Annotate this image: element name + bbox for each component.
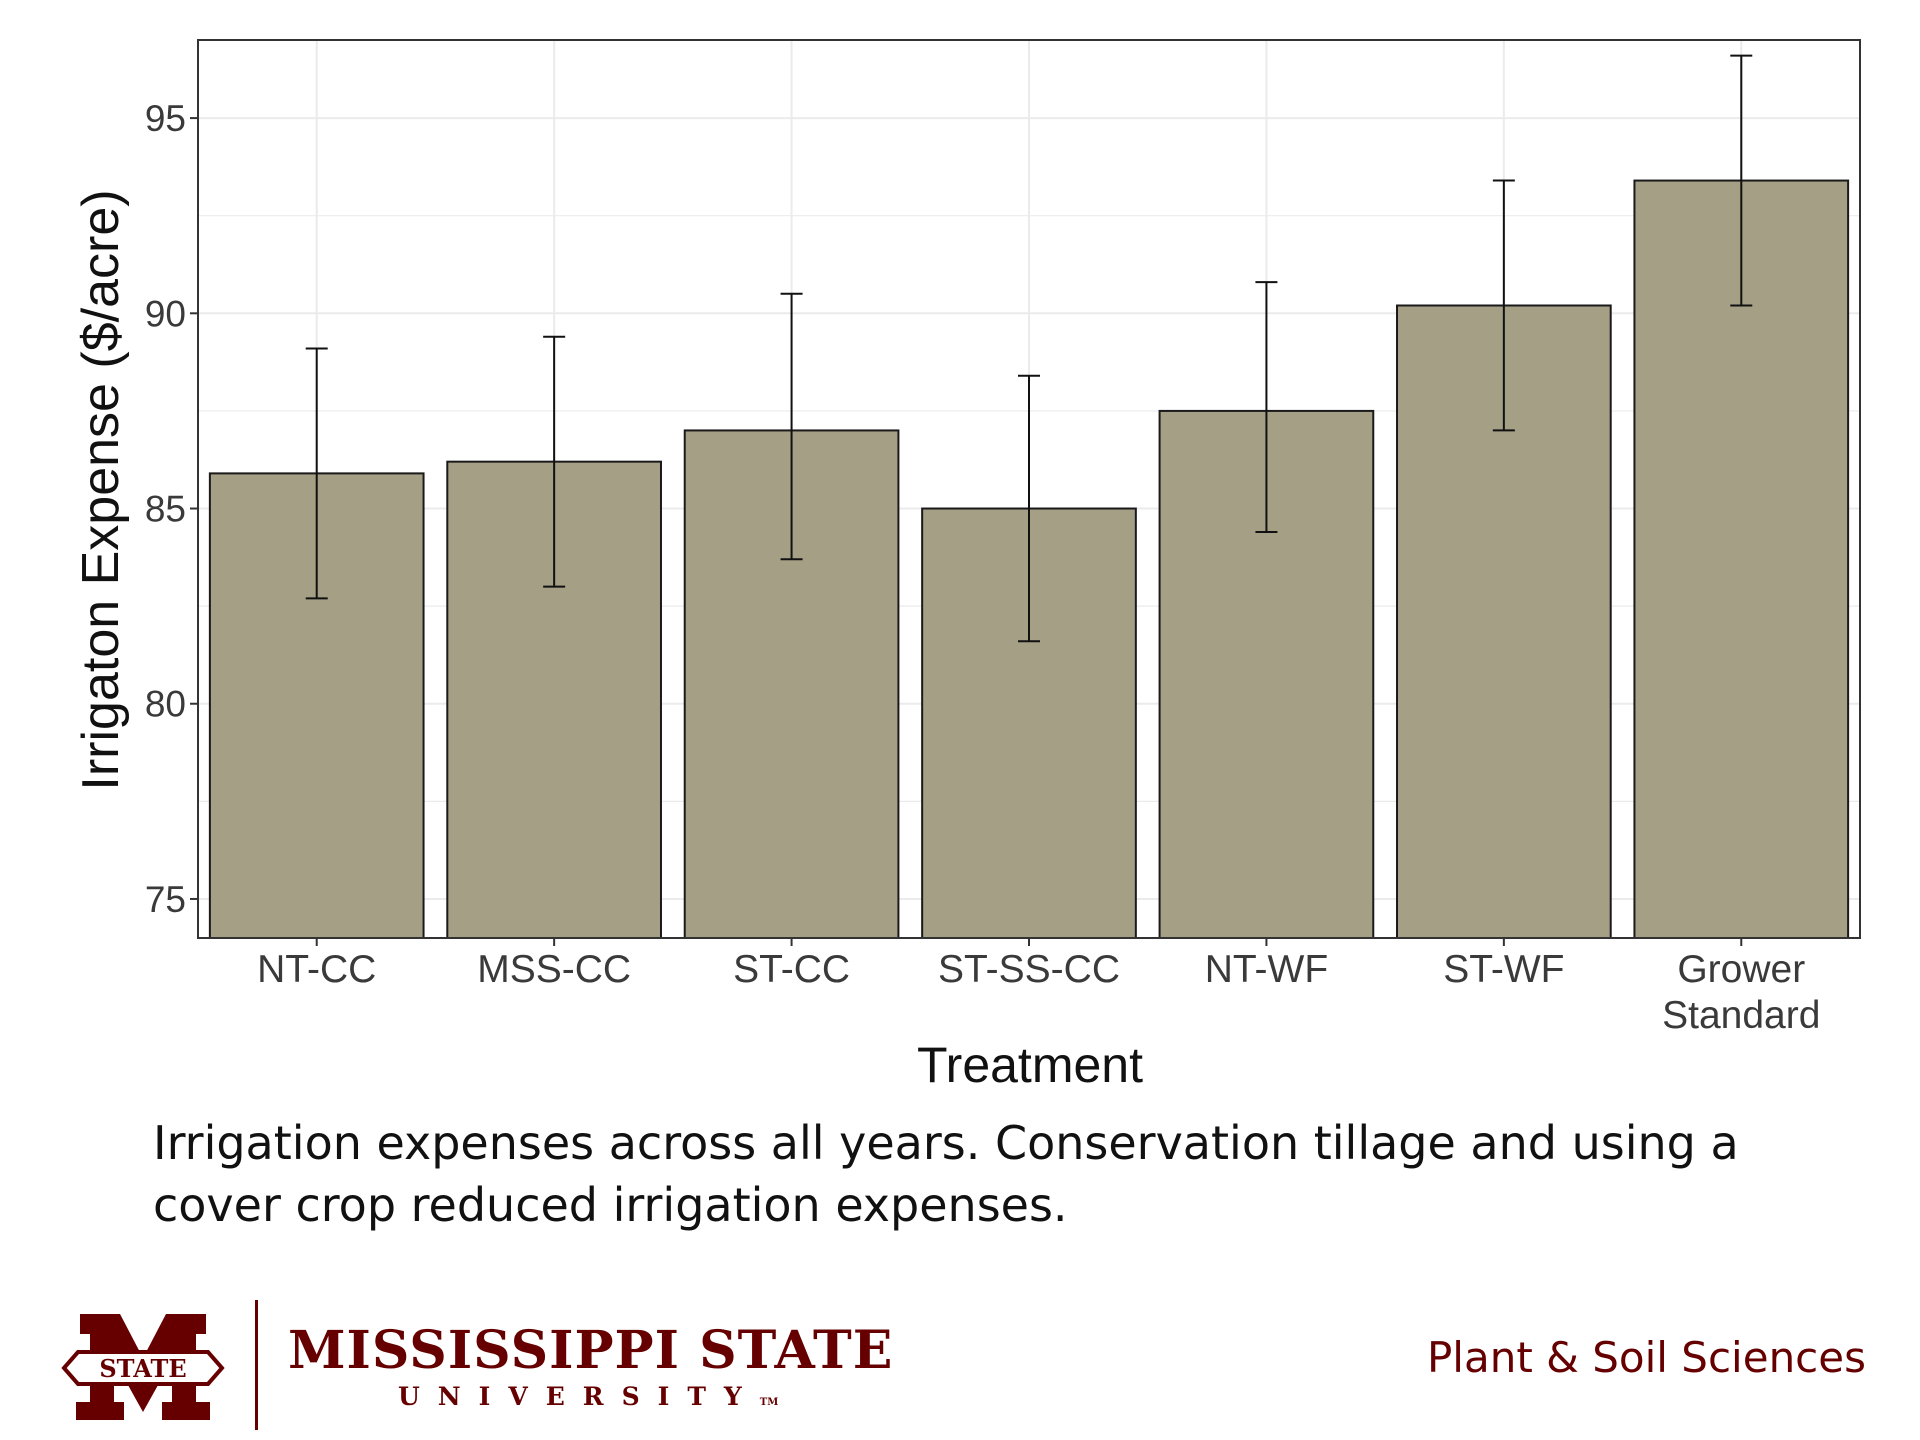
department-name: Plant & Soil Sciences [1426, 1333, 1866, 1382]
university-logo: STATE MISSISSIPPI STATE UNIVERSITYTM [58, 1300, 892, 1436]
y-tick-label: 80 [145, 684, 186, 725]
x-tick-label: NT-CC [257, 948, 376, 991]
y-tick-label: 85 [145, 489, 186, 530]
x-axis-title: Treatment [917, 1037, 1143, 1093]
error-bars [305, 54, 1753, 643]
bar [1633, 179, 1850, 939]
y-axis-ticks: 75 80 85 90 95 [145, 98, 198, 920]
x-tick-label: Standard [1662, 994, 1820, 1037]
x-tick-label: NT-WF [1205, 948, 1328, 991]
bar-chart: 75 80 85 90 95 NT-CC MSS-CC ST-CC ST-SS-CC NT-WF… [72, 39, 1861, 1093]
figure-caption: Irrigation expenses across all years. Co… [153, 1112, 1753, 1236]
x-tick-label: MSS-CC [477, 948, 631, 991]
x-tick-label: ST-SS-CC [938, 948, 1120, 991]
x-axis-ticks: NT-CC MSS-CC ST-CC ST-SS-CC NT-WF ST-WF Grower… [257, 938, 1820, 1037]
caption-line-1: Irrigation expenses across all years. Co… [153, 1116, 1739, 1170]
logo-state-text: STATE [99, 1354, 186, 1383]
x-tick-label: ST-WF [1443, 948, 1564, 991]
x-tick-label: Grower [1677, 948, 1805, 991]
x-tick-label: ST-CC [733, 948, 850, 991]
university-sub-text: UNIVERSITY [398, 1382, 760, 1411]
y-tick-label: 75 [145, 879, 186, 920]
state-banner [61, 1350, 225, 1386]
caption-line-2: cover crop reduced irrigation expenses. [153, 1178, 1068, 1232]
y-axis-title: Irrigaton Expense ($/acre) [72, 189, 130, 790]
trademark: TM [759, 1397, 779, 1408]
y-tick-label: 95 [145, 98, 186, 139]
logo-divider [255, 1300, 258, 1430]
university-subtitle: UNIVERSITYTM [398, 1382, 778, 1411]
msu-m-logo-icon: STATE [61, 1314, 225, 1420]
university-name: MISSISSIPPI STATE [288, 1320, 894, 1381]
y-tick-label: 90 [145, 293, 186, 334]
